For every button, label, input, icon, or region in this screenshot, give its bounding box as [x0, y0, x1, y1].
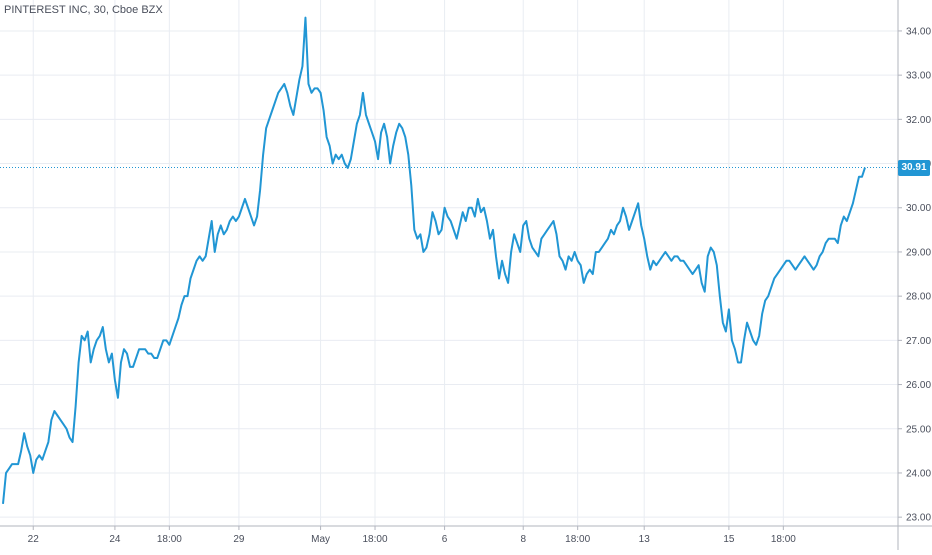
y-tick-label: 23.00	[906, 513, 931, 524]
y-tick-label: 27.00	[906, 336, 931, 347]
x-tick-label: 18:00	[771, 534, 796, 545]
x-tick-label: May	[311, 534, 330, 545]
x-tick-label: 24	[109, 534, 121, 545]
x-tick-label: 8	[520, 534, 526, 545]
x-tick-label: 13	[639, 534, 651, 545]
x-tick-label: 22	[28, 534, 40, 545]
y-tick-label: 33.00	[906, 71, 931, 82]
y-tick-label: 26.00	[906, 380, 931, 391]
y-tick-label: 25.00	[906, 424, 931, 435]
x-tick-label: 15	[723, 534, 735, 545]
x-tick-label: 6	[442, 534, 448, 545]
x-tick-label: 18:00	[157, 534, 182, 545]
y-tick-label: 34.00	[906, 26, 931, 37]
series-layer	[2, 16, 866, 504]
grid-layer	[0, 0, 898, 526]
chart-title: PINTEREST INC, 30, Cboe BZX	[4, 4, 163, 16]
x-tick-label: 18:00	[565, 534, 590, 545]
last-price-badge: 30.91	[898, 159, 930, 176]
y-tick-label: 24.00	[906, 468, 931, 479]
price-series-line	[2, 16, 866, 504]
y-tick-label: 32.00	[906, 115, 931, 126]
y-tick-label: 30.00	[906, 203, 931, 214]
x-tick-label: 29	[233, 534, 245, 545]
y-tick-label: 29.00	[906, 247, 931, 258]
y-tick-label: 28.00	[906, 292, 931, 303]
x-tick-label: 18:00	[363, 534, 388, 545]
